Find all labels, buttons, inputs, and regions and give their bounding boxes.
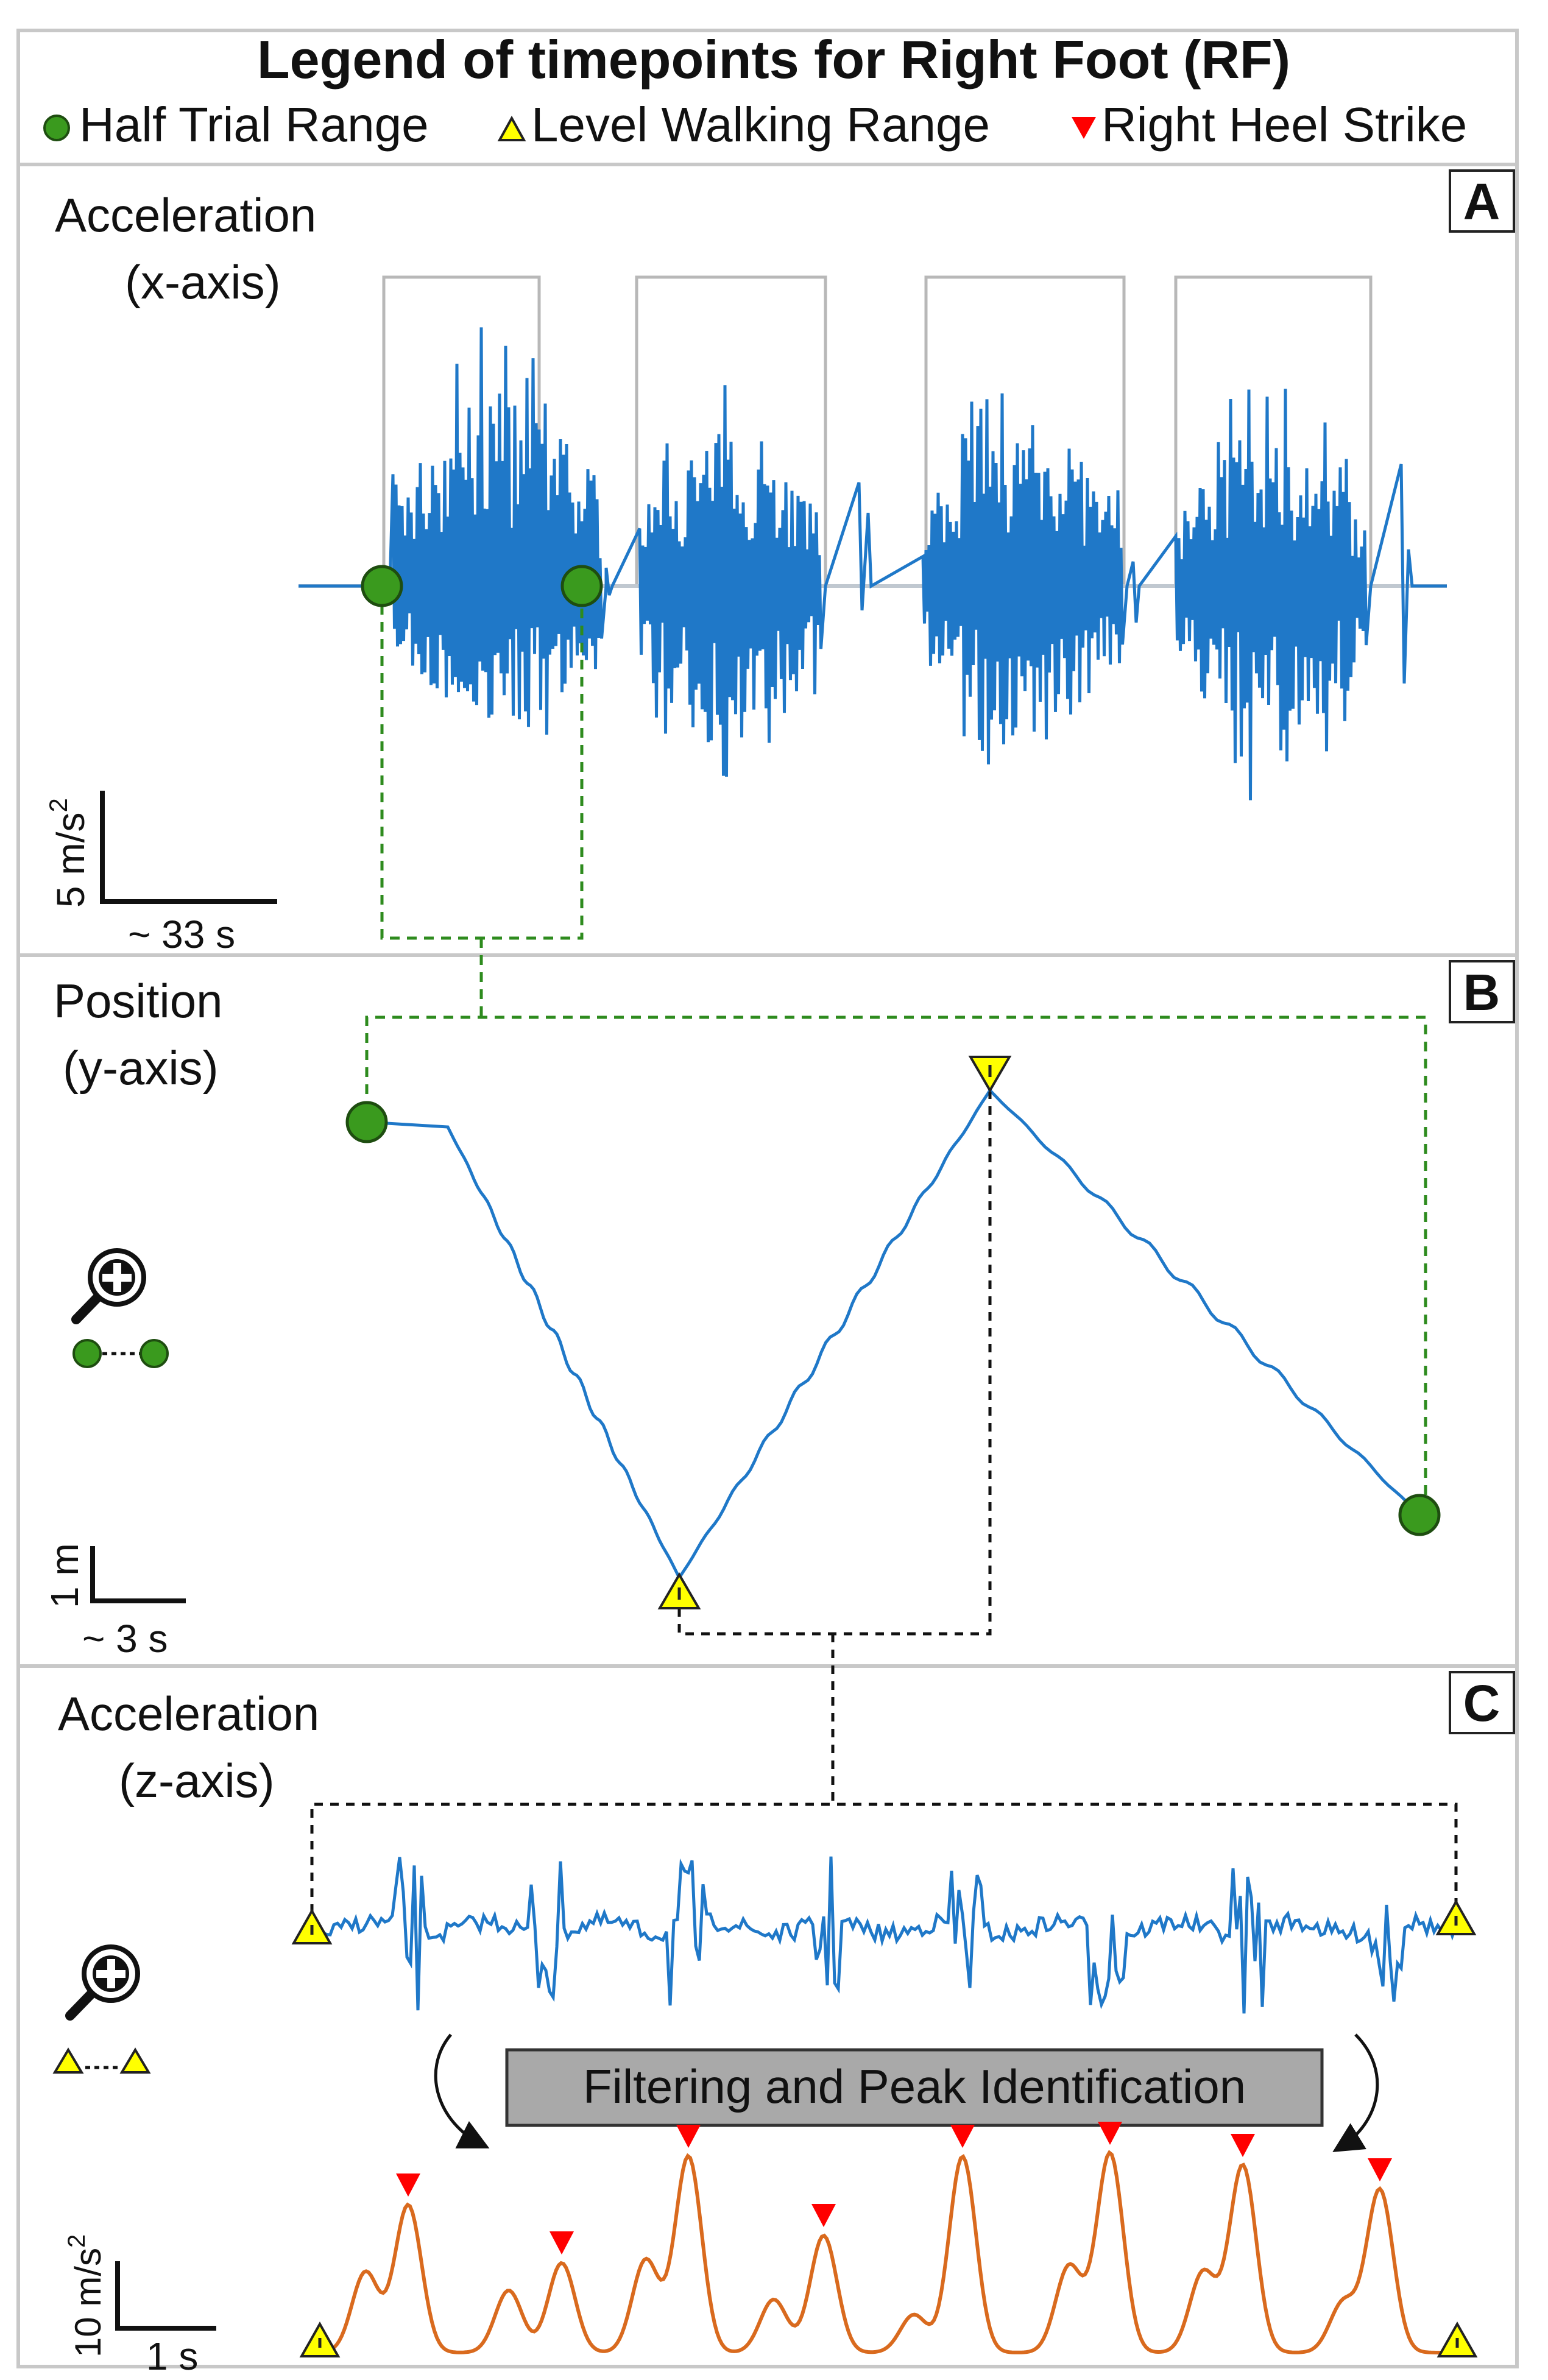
heel-strike-marker-3 bbox=[676, 2125, 701, 2148]
panel-a-scale-bar bbox=[100, 791, 277, 904]
panel-b: Position (y-axis) B bbox=[43, 960, 1515, 1913]
panel-b-scale-bar bbox=[90, 1546, 186, 1603]
panel-a-scale-y-sup: 2 bbox=[44, 798, 72, 812]
filtering-label: Filtering and Peak Identification bbox=[583, 2060, 1246, 2113]
activity-box-4 bbox=[1174, 275, 1373, 585]
panel-b-letter: B bbox=[1463, 964, 1500, 1021]
level-walking-start-marker bbox=[657, 1572, 701, 1609]
panel-c-letter: C bbox=[1463, 1675, 1500, 1732]
heel-strike-marker-1 bbox=[396, 2173, 420, 2197]
heel-strike-markers bbox=[396, 2122, 1392, 2255]
heel-strike-marker-6 bbox=[1098, 2122, 1122, 2145]
panel-a-letter-box bbox=[1449, 169, 1515, 233]
yellow-triangle-icon bbox=[497, 115, 526, 141]
magnifier-plus-icon bbox=[71, 1248, 146, 1324]
panel-a: Acceleration (x-axis) A 5 m/s2 ~ 33 s bbox=[44, 169, 1515, 1520]
level-walking-start-marker-filtered bbox=[299, 2321, 341, 2357]
acceleration-z-signal bbox=[310, 1856, 1458, 2014]
panel-a-scale-x: ~ 33 s bbox=[128, 913, 235, 956]
activity-box-3 bbox=[924, 275, 1126, 585]
level-walking-end-marker-c bbox=[1435, 1899, 1477, 1935]
heel-strike-marker-7 bbox=[1231, 2134, 1255, 2157]
panel-b-scale-x: ~ 3 s bbox=[82, 1617, 168, 1661]
half-trial-range-icon bbox=[72, 1339, 169, 1368]
panel-a-scale-y: 5 m/s bbox=[49, 813, 93, 908]
half-trial-end-marker bbox=[560, 565, 603, 607]
panel-c-scale-y-sup: 2 bbox=[63, 2234, 90, 2248]
legend-title: Legend of timepoints for Right Foot (RF) bbox=[257, 29, 1290, 90]
filtering-label-box bbox=[505, 2048, 1324, 2127]
magnifier-plus-icon-c bbox=[65, 1944, 140, 2021]
heel-strike-marker-4 bbox=[811, 2204, 836, 2227]
left-curved-arrow-icon bbox=[434, 2033, 490, 2149]
acceleration-x-signal bbox=[299, 327, 1447, 800]
activity-box-2 bbox=[635, 275, 827, 585]
green-circle-icon bbox=[43, 115, 70, 141]
panel-b-title-line2: (y-axis) bbox=[63, 1041, 219, 1095]
half-trial-connector bbox=[365, 938, 1427, 1520]
legend: Legend of timepoints for Right Foot (RF)… bbox=[43, 29, 1467, 152]
heel-strike-marker-2 bbox=[550, 2231, 574, 2255]
panel-c-letter-box bbox=[1449, 1671, 1515, 1734]
panel-b-scale-y: 1 m bbox=[43, 1543, 87, 1608]
panel-b-title-line1: Position bbox=[54, 974, 223, 1028]
right-curved-arrow-icon bbox=[1332, 2033, 1379, 2152]
panel-a-title-line1: Acceleration bbox=[55, 188, 316, 242]
legend-item-level-walking: Level Walking Range bbox=[531, 97, 990, 152]
level-walking-connector bbox=[677, 1092, 992, 1636]
level-walking-bracket bbox=[310, 1634, 1458, 1913]
panel-c-scale-y: 10 m/s bbox=[68, 2248, 108, 2357]
panel-c-scale-bar bbox=[115, 2261, 216, 2331]
panel-a-letter: A bbox=[1463, 173, 1500, 230]
half-trial-end-marker-b bbox=[1398, 1494, 1441, 1536]
half-trial-start-marker bbox=[361, 565, 403, 607]
red-triangle-down-icon bbox=[1072, 117, 1096, 139]
panel-c-title-line1: Acceleration bbox=[58, 1687, 319, 1740]
half-trial-start-marker-b bbox=[345, 1101, 388, 1143]
panel-c-title-line2: (z-axis) bbox=[119, 1754, 275, 1807]
heel-strike-marker-5 bbox=[950, 2125, 975, 2148]
panel-c: Acceleration (z-axis) C Filt bbox=[52, 1671, 1515, 2378]
heel-strike-marker-8 bbox=[1368, 2158, 1392, 2181]
panel-a-title-line2: (x-axis) bbox=[125, 255, 281, 309]
panel-c-scale-x: 1 s bbox=[146, 2334, 198, 2378]
legend-item-right-heel-strike: Right Heel Strike bbox=[1101, 97, 1467, 152]
level-walking-start-marker-c bbox=[291, 1908, 333, 1944]
level-walking-range-icon bbox=[52, 2047, 151, 2074]
svg-text:5 m/s2: 5 m/s2 bbox=[44, 798, 93, 908]
panel-b-letter-box bbox=[1449, 960, 1515, 1023]
figure-frame bbox=[16, 29, 1519, 2368]
legend-item-half-trial: Half Trial Range bbox=[79, 97, 429, 152]
filtered-signal bbox=[318, 2150, 1455, 2354]
svg-text:10 m/s2: 10 m/s2 bbox=[63, 2234, 108, 2357]
level-walking-end-marker-filtered bbox=[1437, 2321, 1478, 2357]
level-walking-end-marker bbox=[968, 1056, 1012, 1093]
position-y-signal bbox=[366, 1088, 1421, 1581]
